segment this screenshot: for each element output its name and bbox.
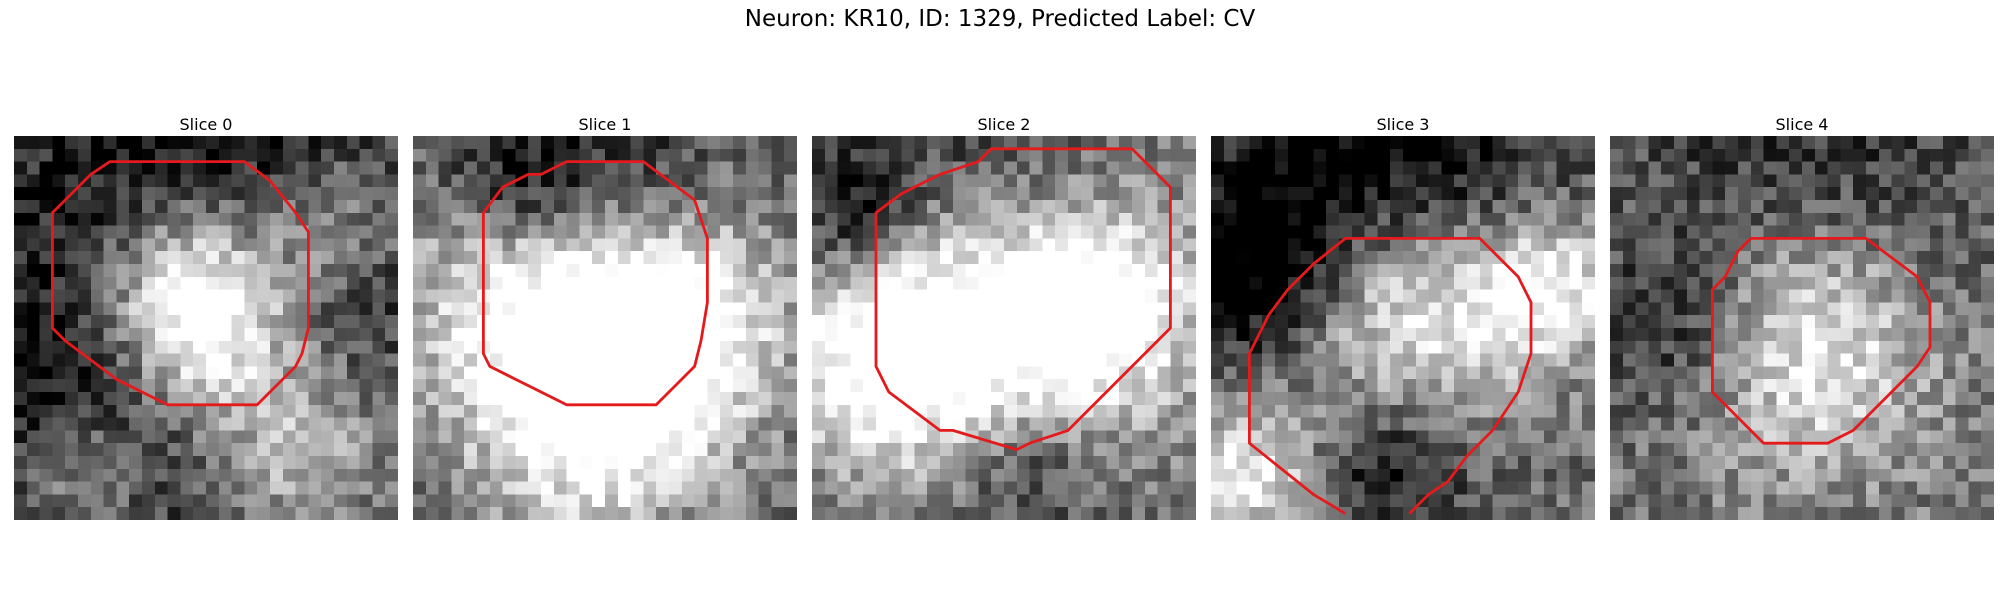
slice-title: Slice 0 [179,115,233,134]
slice-image [812,136,1196,520]
slice-panel-0: Slice 0 [14,114,398,520]
slice-panel-2: Slice 2 [812,114,1196,520]
slice-title: Slice 1 [578,115,632,134]
pixel-grid [1211,136,1595,520]
pixel-grid [413,136,797,520]
pixel-grid [14,136,398,520]
roi-contour [874,147,1172,452]
slice-title: Slice 3 [1376,115,1430,134]
slice-image [14,136,398,520]
roi-contour [481,160,709,407]
slice-panel-1: Slice 1 [413,114,797,520]
slice-image [413,136,797,520]
slice-panel-3: Slice 3 [1211,114,1595,520]
slice-title: Slice 4 [1775,115,1829,134]
roi-contour [50,160,310,407]
pixel-grid [1610,136,1994,520]
slice-image [1211,136,1595,520]
slice-image [1610,136,1994,520]
pixel-grid [812,136,1196,520]
roi-contour [1710,236,1932,445]
slice-title: Slice 2 [977,115,1031,134]
figure-title: Neuron: KR10, ID: 1329, Predicted Label:… [744,6,1256,32]
slice-panel-4: Slice 4 [1610,114,1994,520]
roi-contour [1247,236,1533,515]
